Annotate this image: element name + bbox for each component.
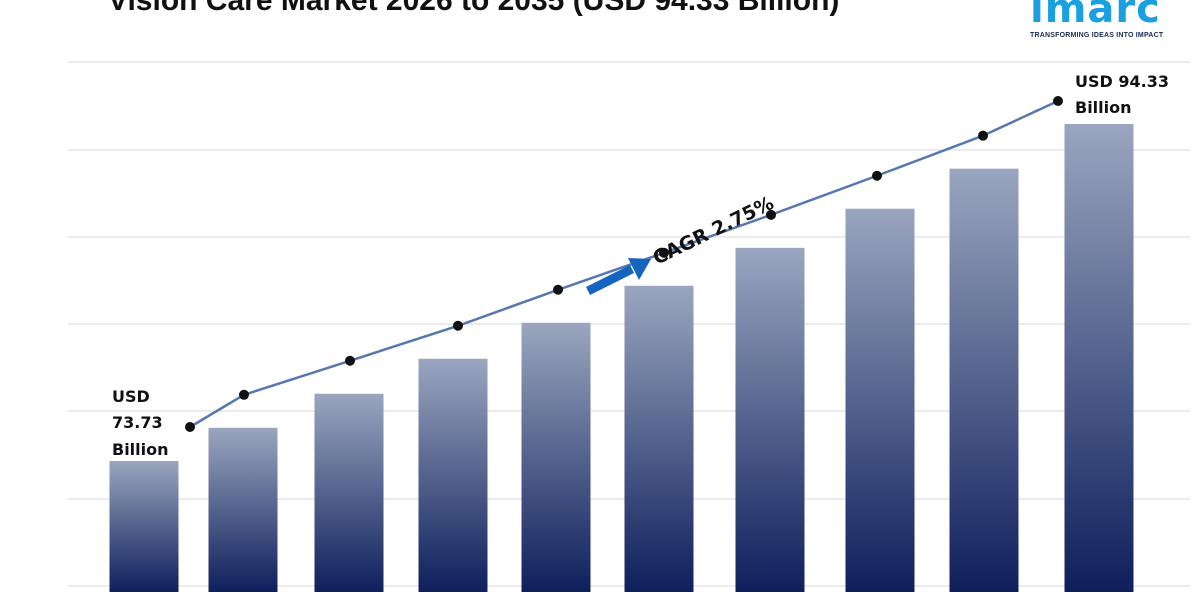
logo-wordmark: imarc [1030, 0, 1161, 32]
bar-2026 [109, 461, 179, 592]
bar-2034 [949, 168, 1019, 592]
trend-marker-2027 [239, 389, 249, 400]
trend-marker-2030 [553, 284, 563, 295]
trend-marker-2029 [453, 320, 463, 331]
trend-marker-2031 [659, 247, 669, 258]
trend-marker-2026 [185, 422, 195, 432]
bar-2027 [208, 427, 278, 592]
start-value-label-line2: 73.73 [112, 413, 163, 432]
imarc-logo: imarc TRANSFORMING IDEAS INTO IMPACT [1030, 0, 1180, 39]
bar-2033 [845, 208, 915, 592]
bar-2035 [1064, 124, 1134, 592]
trend-marker-2032 [766, 209, 776, 220]
cagr-arrow [585, 258, 651, 296]
bar-2031 [624, 285, 694, 592]
trend-polyline [189, 99, 1059, 429]
bar-2032 [735, 247, 805, 592]
start-value-label-line3: Billion [112, 440, 169, 459]
bars [109, 124, 1134, 592]
trend-line [185, 96, 1063, 432]
bar-2030 [521, 322, 591, 592]
bar-2028 [314, 393, 384, 592]
trend-marker-2035 [1053, 96, 1063, 106]
start-value-label-line1: USD [112, 387, 150, 406]
bar-2029 [418, 358, 488, 592]
end-value-label-line2: Billion [1075, 98, 1132, 117]
trend-marker-2028 [345, 355, 355, 366]
end-value-label-line1: USD 94.33 [1075, 72, 1169, 91]
chart-title: Vision Care Market 2026 to 2035 (USD 94.… [108, 0, 840, 17]
trend-marker-2033 [872, 170, 882, 181]
trend-marker-2034 [978, 130, 988, 141]
logo-tagline: TRANSFORMING IDEAS INTO IMPACT [1030, 32, 1164, 39]
